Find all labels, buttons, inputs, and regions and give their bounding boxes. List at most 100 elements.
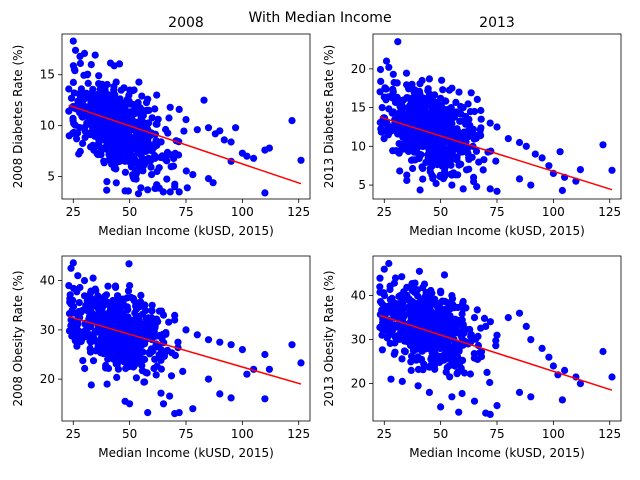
- y-axis-label: 2008 Diabetes Rate (%): [11, 45, 25, 189]
- scatter-point: [96, 101, 104, 109]
- scatter-point: [477, 106, 485, 115]
- scatter-marks: [376, 38, 616, 195]
- scatter-marks: [65, 37, 305, 198]
- scatter-point: [141, 321, 150, 329]
- scatter-point: [123, 303, 131, 311]
- scatter-point: [396, 167, 404, 175]
- scatter-point: [408, 145, 416, 153]
- scatter-point: [174, 338, 182, 346]
- scatter-point: [409, 164, 417, 173]
- scatter-point: [515, 138, 524, 147]
- scatter-point: [405, 85, 413, 93]
- scatter-point: [96, 336, 104, 344]
- scatter-point: [465, 155, 473, 163]
- scatter-point: [96, 85, 104, 93]
- scatter-point: [143, 369, 151, 377]
- scatter-point: [455, 161, 463, 169]
- scatter-point: [504, 314, 512, 322]
- scatter-point: [464, 149, 472, 157]
- scatter-point: [220, 136, 228, 144]
- scatter-point: [467, 89, 475, 97]
- scatter-point: [376, 283, 384, 291]
- scatter-point: [189, 171, 197, 179]
- scatter-point: [464, 133, 472, 141]
- scatter-point: [149, 326, 157, 334]
- scatter-point: [149, 141, 157, 149]
- scatter-point: [227, 341, 235, 349]
- scatter-point: [77, 85, 85, 93]
- scatter-point: [419, 164, 427, 172]
- scatter-point: [96, 347, 104, 355]
- x-tick-label: 100: [231, 427, 254, 441]
- scatter-point: [432, 179, 440, 188]
- scatter-marks: [376, 259, 616, 418]
- scatter-point: [448, 327, 456, 335]
- scatter-point: [395, 140, 403, 148]
- scatter-point: [429, 105, 437, 113]
- scatter-point: [448, 171, 456, 179]
- scatter-point: [95, 317, 103, 325]
- scatter-point: [69, 78, 77, 86]
- scatter-point: [504, 135, 512, 143]
- scatter-point: [243, 370, 251, 378]
- scatter-point: [515, 309, 524, 317]
- scatter-point: [437, 94, 445, 102]
- scatter-point: [157, 389, 165, 397]
- scatter-point: [204, 375, 213, 383]
- y-tick-label: 10: [351, 139, 366, 153]
- scatter-point: [80, 277, 89, 285]
- scatter-point: [441, 124, 449, 132]
- scatter-point: [459, 305, 467, 313]
- scatter-point: [138, 361, 146, 369]
- scatter-point: [389, 88, 397, 96]
- scatter-point: [378, 346, 386, 354]
- scatter-point: [167, 372, 176, 380]
- scatter-point: [480, 314, 489, 322]
- scatter-point: [193, 331, 201, 339]
- scatter-point: [482, 322, 490, 330]
- scatter-point: [392, 332, 400, 341]
- scatter-point: [159, 330, 167, 338]
- scatter-point: [387, 325, 395, 333]
- scatter-point: [151, 151, 159, 160]
- scatter-point: [112, 165, 120, 173]
- scatter-point: [433, 337, 441, 345]
- subplot-2008-diabetes: 2008 25 50 75 100 125 5 10 15 Median Income (kU…: [11, 15, 311, 238]
- scatter-point: [71, 46, 80, 54]
- scatter-point: [420, 280, 429, 288]
- scatter-point: [426, 307, 434, 315]
- scatter-point: [443, 364, 451, 372]
- scatter-point: [418, 347, 426, 355]
- scatter-point: [136, 158, 144, 166]
- scatter-point: [470, 397, 479, 405]
- scatter-point: [250, 154, 258, 162]
- scatter-point: [439, 86, 447, 94]
- scatter-point: [209, 179, 217, 187]
- scatter-point: [380, 302, 388, 310]
- scatter-point: [121, 351, 129, 359]
- scatter-point: [545, 162, 553, 170]
- scatter-point: [92, 142, 101, 150]
- scatter-point: [182, 167, 190, 175]
- scatter-point: [426, 90, 434, 98]
- scatter-point: [455, 88, 463, 96]
- scatter-point: [125, 362, 134, 371]
- axes-frame: [372, 255, 622, 422]
- scatter-point: [472, 147, 481, 155]
- scatter-point: [182, 326, 190, 334]
- scatter-point: [171, 149, 179, 157]
- scatter-point: [141, 301, 149, 309]
- scatter-point: [459, 356, 467, 364]
- scatter-point: [86, 90, 94, 98]
- x-tick-label: 75: [489, 427, 504, 441]
- scatter-point: [171, 183, 179, 191]
- scatter-point: [448, 84, 456, 92]
- y-axis-label: 2013 Obesity Rate (%): [322, 270, 336, 406]
- trend-line: [68, 104, 302, 185]
- scatter-point: [165, 318, 173, 326]
- scatter-point: [135, 78, 143, 86]
- figure-suptitle: With Median Income: [248, 10, 391, 26]
- scatter-point: [492, 342, 500, 350]
- scatter-point: [463, 127, 471, 136]
